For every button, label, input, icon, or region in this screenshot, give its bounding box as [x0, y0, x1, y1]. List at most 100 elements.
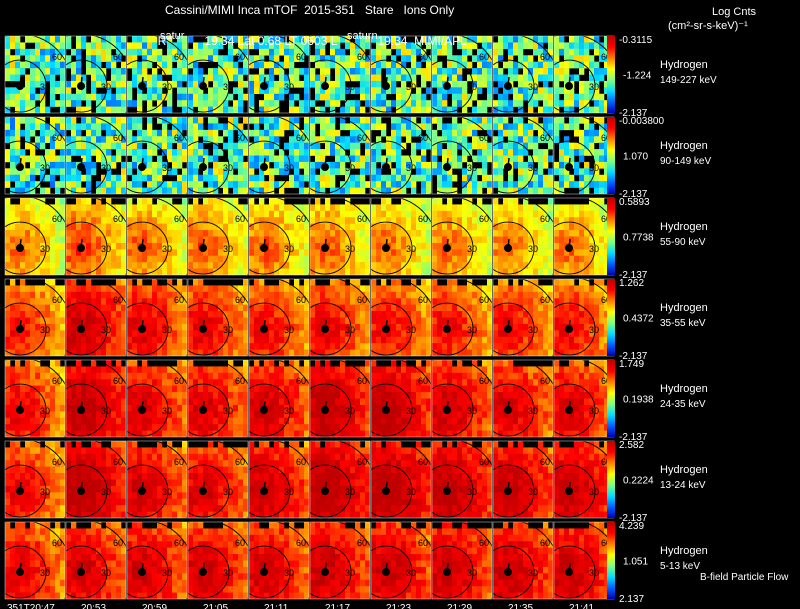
heatmap-cell [335, 262, 341, 269]
heatmap-cell [467, 48, 473, 56]
heatmap-cell [493, 236, 499, 244]
heatmap-cell [315, 198, 321, 205]
heatmap-cell [254, 129, 260, 137]
heatmap-cell [203, 217, 209, 224]
heatmap-cell [233, 230, 239, 237]
heatmap-cell [477, 268, 483, 275]
heatmap-cell [401, 106, 407, 113]
heatmap-cell [132, 142, 138, 150]
heatmap-cell [91, 168, 97, 176]
heatmap-cell [228, 61, 234, 69]
heatmap-cell [406, 210, 412, 218]
heatmap-cell [472, 93, 478, 101]
heatmap-cell [320, 230, 326, 237]
heatmap-cell [452, 155, 458, 163]
heatmap-cell [325, 291, 331, 299]
heatmap-cell [533, 181, 539, 188]
heatmap-cell [91, 161, 97, 169]
heatmap-cell [228, 161, 234, 169]
heatmap-cell [325, 100, 331, 107]
heatmap-cell [279, 285, 285, 293]
heatmap-cell [528, 123, 534, 131]
heatmap-cell [508, 217, 514, 224]
heatmap-cell [157, 161, 163, 169]
heatmap-cell [254, 285, 260, 293]
heatmap-cell [182, 291, 187, 299]
heatmap-cell [137, 330, 143, 338]
heatmap-cell [482, 223, 488, 231]
heatmap-cell [299, 42, 305, 50]
heatmap-cell [40, 304, 46, 312]
heatmap-cell [355, 230, 361, 237]
spin-axis-marker [263, 319, 266, 330]
heatmap-cell [223, 311, 229, 318]
heatmap-cell [116, 230, 122, 237]
heatmap-cell [116, 187, 122, 194]
heatmap-cell [518, 61, 524, 69]
heatmap-cell [60, 174, 65, 182]
heatmap-cell [76, 304, 82, 312]
heatmap-cell [203, 129, 209, 137]
heatmap-cell [162, 55, 168, 62]
heatmap-cell [71, 48, 77, 56]
heatmap-cell [188, 117, 194, 124]
heatmap-cell [101, 242, 107, 250]
heatmap-cell [81, 123, 87, 131]
heatmap-cell [416, 298, 422, 305]
heatmap-cell [60, 155, 65, 163]
heatmap-cell [198, 55, 204, 62]
heatmap-cell [182, 198, 187, 205]
heatmap-cell [345, 285, 351, 293]
ring-label: 60 [52, 295, 62, 305]
heatmap-cell [254, 181, 260, 188]
heatmap-cell [411, 117, 417, 124]
heatmap-cell [25, 285, 31, 293]
heatmap-cell [35, 168, 41, 176]
heatmap-cell [25, 210, 31, 218]
heatmap-cell [421, 279, 427, 286]
heatmap-cell [106, 230, 112, 237]
heatmap-cell [20, 149, 26, 156]
heatmap-cell [228, 168, 234, 176]
heatmap-cell [106, 136, 112, 143]
heatmap-cell [498, 223, 504, 231]
heatmap-cell [284, 155, 290, 163]
heatmap-cell [493, 262, 499, 269]
heatmap-cell [452, 187, 458, 194]
heatmap-cell [579, 36, 585, 43]
heatmap-cell [554, 223, 560, 231]
heatmap-cell [548, 181, 553, 188]
heatmap-cell [548, 262, 553, 269]
heatmap-cell [198, 117, 204, 124]
heatmap-cell [233, 187, 239, 194]
heatmap-cell [289, 317, 295, 325]
heatmap-cell [304, 129, 309, 137]
heatmap-cell [589, 174, 595, 182]
heatmap-cell [25, 80, 31, 88]
heatmap-cell [25, 236, 31, 244]
heatmap-cell [132, 330, 138, 338]
heatmap-cell [574, 181, 580, 188]
heatmap-cell [198, 142, 204, 150]
panel-border [431, 116, 493, 195]
heatmap-cell [182, 223, 187, 231]
panel-border [65, 197, 127, 276]
heatmap-cell [437, 174, 443, 182]
heatmap-cell [142, 68, 148, 75]
heatmap-cell [116, 298, 122, 305]
heatmap-cell [279, 343, 285, 350]
heatmap-cell [294, 291, 300, 299]
heatmap-cell [533, 174, 539, 182]
heatmap-cell [548, 268, 553, 275]
heatmap-cell [177, 74, 183, 82]
heatmap-cell [411, 100, 417, 107]
heatmap-cell [391, 117, 397, 124]
heatmap-cell [40, 74, 46, 82]
heatmap-cell [269, 317, 275, 325]
heatmap-cell [60, 311, 65, 318]
heatmap-cell [569, 42, 575, 50]
heatmap-cell [121, 230, 126, 237]
